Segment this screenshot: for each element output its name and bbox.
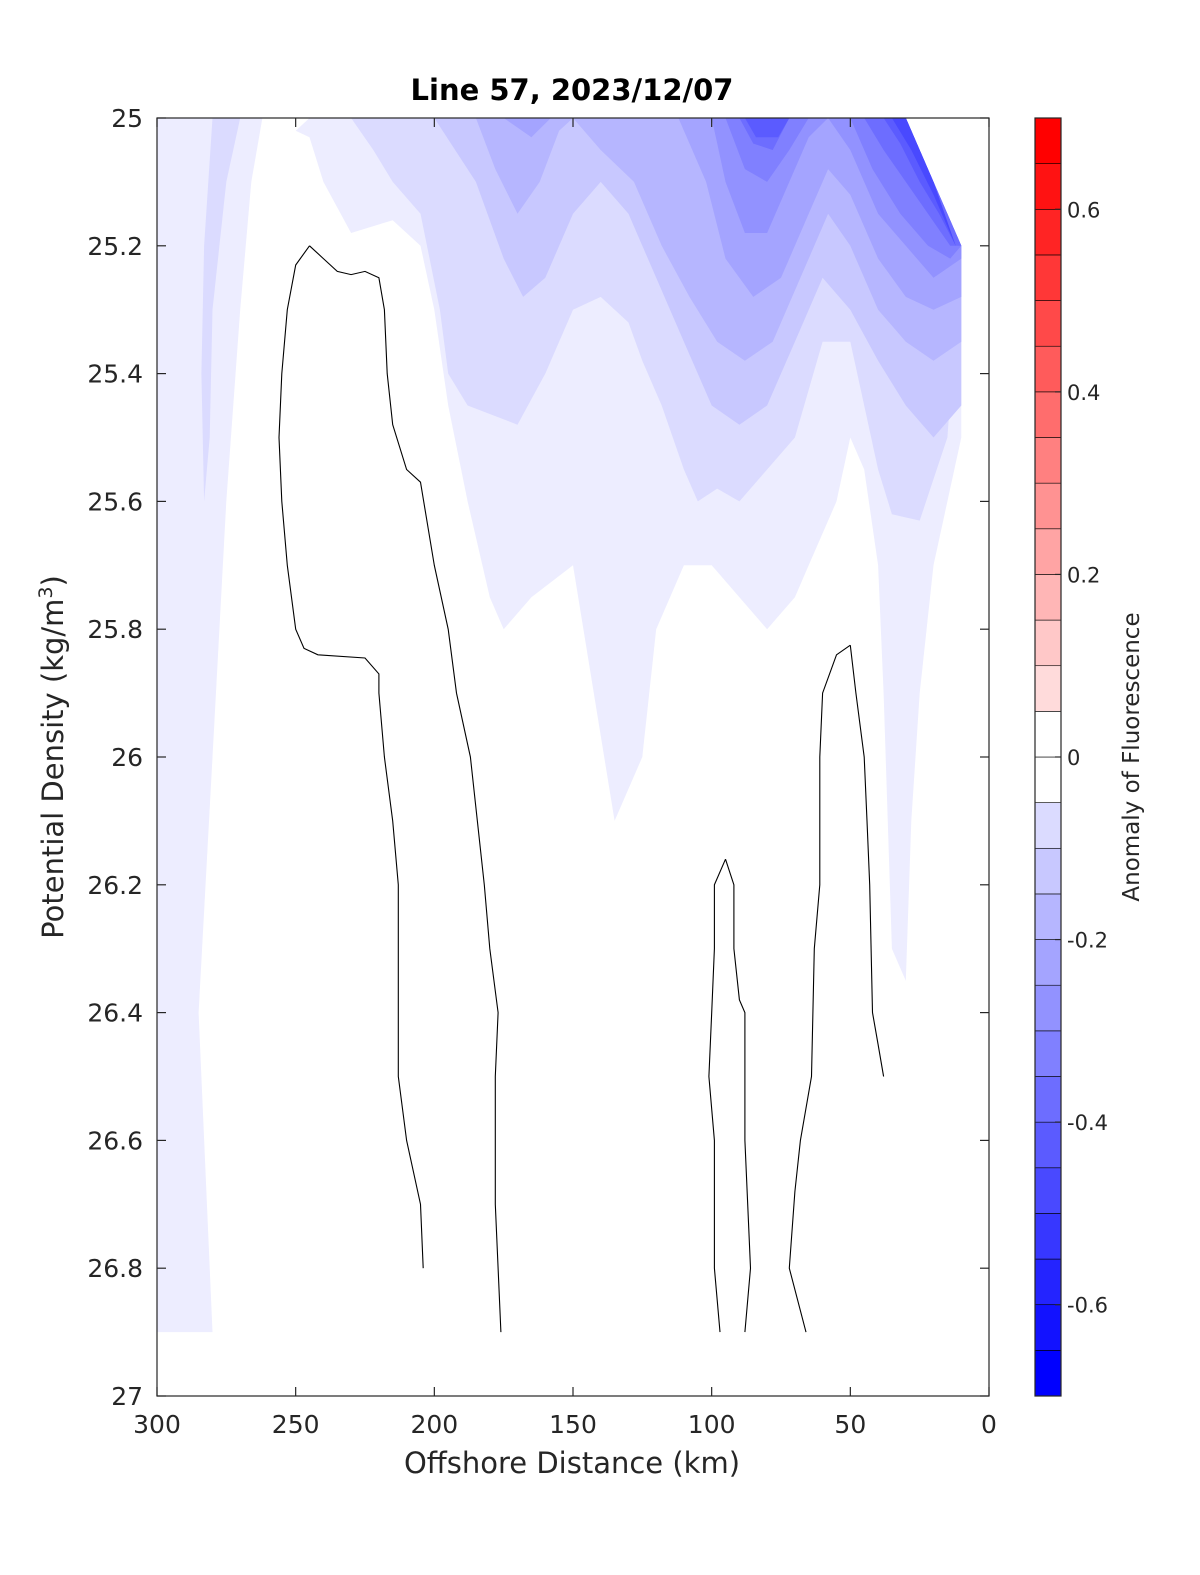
- colorbar-band-1: [1034, 1304, 1062, 1351]
- y-tick-label-9: 26.8: [87, 1254, 143, 1283]
- y-tick-label-8: 26.6: [87, 1126, 143, 1155]
- colorbar-band-26: [1034, 163, 1062, 210]
- colorbar-band-10: [1034, 893, 1062, 940]
- zero-contour-line-4: [788, 644, 851, 1333]
- colorbar-tick-label-3: 0: [1067, 746, 1080, 770]
- colorbar-band-7: [1034, 1030, 1062, 1077]
- zero-contour-layer: [278, 245, 885, 1333]
- colorbar-label: Anomaly of Fluorescence: [1119, 612, 1145, 901]
- y-axis: 25 25.2 25.4 25.6 25.8 26 26.2 26.4 26.6 26.8 27: [87, 104, 989, 1411]
- colorbar-band-5: [1034, 1121, 1062, 1169]
- y-axis-label-superscript: 3: [35, 586, 57, 598]
- x-axis-label: Offshore Distance (km): [404, 1446, 740, 1480]
- colorbar-tick-label-0: -0.6: [1067, 1294, 1108, 1318]
- y-tick-label-6: 26.2: [87, 871, 143, 900]
- colorbar-band-16: [1034, 619, 1062, 667]
- colorbar-tick-label-1: -0.4: [1067, 1111, 1108, 1135]
- colorbar-band-14: [1034, 711, 1062, 758]
- colorbar-band-20: [1034, 437, 1062, 484]
- x-tick-label-0: 300: [133, 1410, 181, 1439]
- y-axis-label-main: Potential Density (kg/m: [36, 599, 70, 939]
- contour-region-6: [503, 118, 962, 310]
- y-tick-label-7: 26.4: [87, 999, 143, 1028]
- colorbar-band-11: [1034, 847, 1062, 895]
- zero-contour-line-5: [849, 645, 885, 1077]
- colorbar-band-27: [1034, 117, 1062, 164]
- y-tick-label-3: 25.6: [87, 487, 143, 516]
- y-tick-label-1: 25.2: [87, 232, 143, 261]
- colorbar-tick-label-2: -0.2: [1067, 929, 1108, 953]
- zero-contour-line-1: [278, 245, 424, 1269]
- colorbar-band-22: [1034, 345, 1062, 393]
- contour-region-0: [157, 118, 263, 1333]
- colorbar-band-17: [1034, 574, 1062, 621]
- colorbar-tick-label-5: 0.4: [1067, 381, 1100, 405]
- contour-region-2: [201, 118, 241, 502]
- colorbar-band-19: [1034, 482, 1062, 530]
- colorbar-band-25: [1034, 208, 1062, 256]
- colorbar-band-18: [1034, 528, 1062, 575]
- colorbar-band-3: [1034, 1213, 1062, 1260]
- colorbar-band-21: [1034, 391, 1062, 438]
- colorbar-band-2: [1034, 1258, 1062, 1306]
- colorbar-ticks: -0.6 -0.4 -0.2 0 0.2 0.4 0.6: [1055, 198, 1108, 1318]
- y-axis-label: Potential Density (kg/m3): [35, 575, 70, 939]
- colorbar: [1034, 117, 1062, 1397]
- y-tick-label-4: 25.8: [87, 615, 143, 644]
- x-tick-label-2: 200: [410, 1410, 458, 1439]
- zero-contour-line-3: [708, 858, 727, 1333]
- y-tick-label-5: 26: [111, 743, 143, 772]
- contour-region-10: [744, 118, 956, 246]
- zero-contour-line-0: [309, 245, 502, 1333]
- colorbar-band-6: [1034, 1076, 1062, 1123]
- x-tick-label-4: 100: [688, 1410, 736, 1439]
- x-axis: 300 250 200 150 100 50 0: [133, 118, 997, 1439]
- colorbar-tick-label-4: 0.2: [1067, 563, 1100, 587]
- colorbar-band-15: [1034, 665, 1062, 712]
- zero-contour-line-2: [724, 859, 752, 1333]
- colorbar-band-8: [1034, 984, 1062, 1032]
- colorbar-band-12: [1034, 802, 1062, 849]
- x-tick-label-1: 250: [272, 1410, 320, 1439]
- colorbar-band-24: [1034, 254, 1062, 301]
- y-tick-label-0: 25: [111, 104, 143, 133]
- colorbar-band-4: [1034, 1167, 1062, 1214]
- contour-fill-layer: [157, 118, 962, 1333]
- y-tick-label-2: 25.4: [87, 360, 143, 389]
- y-tick-label-10: 27: [111, 1382, 143, 1411]
- x-tick-label-5: 50: [834, 1410, 866, 1439]
- x-tick-label-3: 150: [549, 1410, 597, 1439]
- colorbar-band-23: [1034, 300, 1062, 347]
- colorbar-band-13: [1034, 756, 1062, 803]
- y-axis-label-close: ): [36, 575, 70, 586]
- colorbar-tick-label-6: 0.6: [1067, 198, 1100, 222]
- chart-title: Line 57, 2023/12/07: [411, 73, 734, 107]
- colorbar-band-0: [1034, 1350, 1062, 1397]
- x-tick-label-6: 0: [981, 1410, 997, 1439]
- colorbar-band-9: [1034, 939, 1062, 986]
